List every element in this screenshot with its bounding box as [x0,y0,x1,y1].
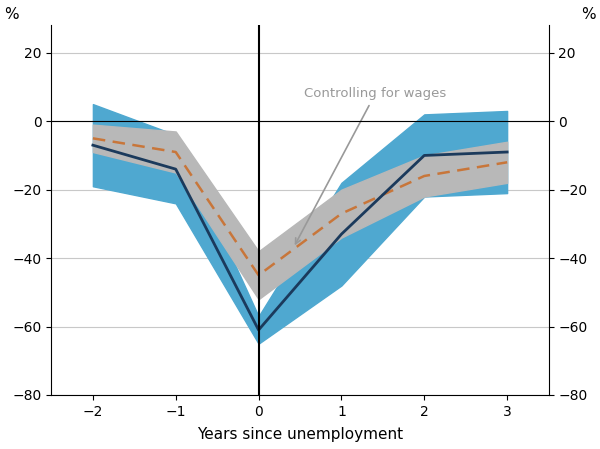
Text: %: % [4,7,19,22]
Text: Controlling for wages: Controlling for wages [296,88,446,244]
X-axis label: Years since unemployment: Years since unemployment [197,427,403,442]
Text: %: % [581,7,596,22]
